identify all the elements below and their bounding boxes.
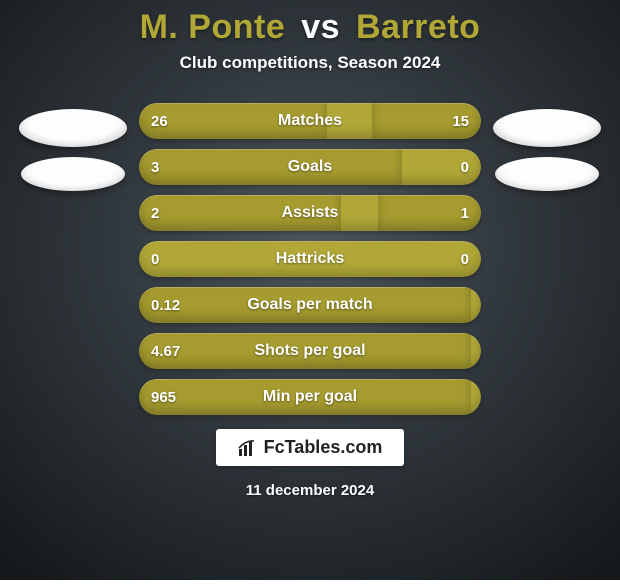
stat-bar: Matches2615	[139, 103, 481, 139]
page-title: M. Ponte vs Barreto	[140, 8, 481, 47]
brand-badge: FcTables.com	[216, 429, 405, 466]
stat-fill-left	[139, 333, 471, 369]
stat-fill-left	[139, 103, 327, 139]
stats-column: Matches2615 Goals30 Assists21 Hattricks00 Go…	[139, 103, 481, 415]
player-right-column	[487, 103, 607, 191]
player-left-column	[13, 103, 133, 191]
stat-fill-left	[139, 195, 341, 231]
content-root: M. Ponte vs Barreto Club competitions, S…	[0, 0, 620, 580]
title-player2: Barreto	[356, 8, 480, 46]
stat-fill-left	[139, 149, 402, 185]
stat-fill-left	[139, 287, 471, 323]
player-right-club-badge	[495, 157, 599, 191]
stat-bar: Hattricks00	[139, 241, 481, 277]
footer-date: 11 december 2024	[246, 482, 374, 499]
stat-fill-right	[372, 103, 481, 139]
main-row: Matches2615 Goals30 Assists21 Hattricks00 Go…	[0, 103, 620, 415]
stat-bar: Goals30	[139, 149, 481, 185]
stat-bar: Assists21	[139, 195, 481, 231]
player-left-avatar	[19, 109, 127, 147]
title-player1: M. Ponte	[140, 8, 286, 46]
title-vs: vs	[301, 8, 340, 46]
subtitle: Club competitions, Season 2024	[180, 53, 441, 73]
stat-bar: Shots per goal4.67	[139, 333, 481, 369]
stat-fill-left	[139, 379, 471, 415]
stat-bar: Goals per match0.12	[139, 287, 481, 323]
brand-text: FcTables.com	[264, 437, 383, 458]
player-left-club-badge	[21, 157, 125, 191]
stat-track	[139, 241, 481, 277]
stat-bar: Min per goal965	[139, 379, 481, 415]
stat-fill-right	[378, 195, 481, 231]
player-right-avatar	[493, 109, 601, 147]
brand-bars-icon	[238, 439, 258, 457]
